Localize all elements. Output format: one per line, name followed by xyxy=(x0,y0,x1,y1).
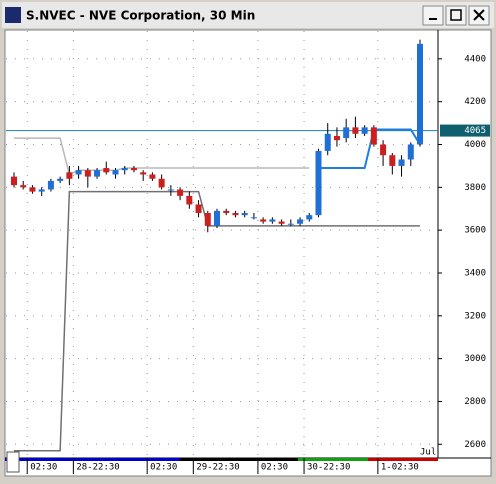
candle-body xyxy=(223,210,230,214)
candle-body xyxy=(241,213,248,216)
maximize-icon xyxy=(450,9,462,21)
chart-area xyxy=(4,29,492,477)
candle-body xyxy=(94,170,101,177)
candle-body xyxy=(398,159,405,166)
app-icon xyxy=(5,7,21,23)
y-tick-label: 3400 xyxy=(464,268,486,278)
scroll-box[interactable] xyxy=(6,451,20,473)
last-price-box xyxy=(440,124,490,137)
candle-body xyxy=(11,176,17,186)
candle-body xyxy=(370,127,377,145)
x-tick-label: 28-22:30 xyxy=(76,463,119,473)
x-tick-label: 02:30 xyxy=(30,463,57,473)
plot: 2600 2800 3000 3200 3400 3600 3800 4000 4200 4400… xyxy=(6,31,490,474)
time-strip xyxy=(180,458,298,461)
candle-body xyxy=(389,155,396,166)
y-tick-label: 4400 xyxy=(464,54,486,64)
candle-body xyxy=(140,172,147,175)
candle-body xyxy=(214,210,220,226)
candle-body xyxy=(149,174,156,179)
candle-body xyxy=(407,144,414,160)
indicator-line xyxy=(14,137,310,176)
y-tick-label: 2800 xyxy=(464,397,486,407)
x-tick-label: 02:30 xyxy=(150,463,177,473)
candle-body xyxy=(352,127,359,134)
minimize-icon xyxy=(429,18,437,20)
month-label: Jul xyxy=(420,448,436,458)
x-tick-label: 30-22:30 xyxy=(307,463,350,473)
y-tick-label: 4200 xyxy=(464,97,486,107)
candle-body xyxy=(57,178,64,181)
time-strip xyxy=(368,458,438,461)
candle-body xyxy=(232,213,239,216)
candle-body xyxy=(297,219,304,224)
candle-body xyxy=(158,178,165,188)
candle-body xyxy=(29,187,36,192)
candle-body xyxy=(361,127,368,134)
candle-body xyxy=(167,189,174,191)
candle-body xyxy=(287,223,294,225)
candle-body xyxy=(324,133,331,151)
x-tick-label: 29-22:30 xyxy=(196,463,239,473)
indicator-line xyxy=(318,128,421,170)
time-strip xyxy=(5,458,180,461)
candle-body xyxy=(130,168,137,171)
y-tick-label: 3000 xyxy=(464,354,486,364)
candle-body xyxy=(66,172,73,179)
close-icon xyxy=(473,9,485,21)
candle-body xyxy=(195,204,202,214)
candle-body xyxy=(260,219,267,222)
minimize-button[interactable] xyxy=(422,5,444,26)
window-title: S.NVEC - NVE Corporation, 30 Min xyxy=(26,9,255,23)
last-price-label: 4065 xyxy=(464,126,486,136)
candle-body xyxy=(75,170,82,175)
y-tick-label: 4000 xyxy=(464,140,486,150)
x-tick-label: 1-02:30 xyxy=(381,463,419,473)
candle-body xyxy=(177,189,184,196)
candle-body xyxy=(380,144,387,156)
candle-body xyxy=(38,189,45,192)
time-strip xyxy=(298,458,368,461)
candle-body xyxy=(84,170,91,177)
candle-body xyxy=(121,168,128,171)
y-tick-label: 3200 xyxy=(464,311,486,321)
candle-body xyxy=(278,221,285,224)
candle-body xyxy=(47,180,54,190)
candle-body xyxy=(186,195,193,205)
candle-body xyxy=(306,215,313,220)
candle-body xyxy=(269,219,276,222)
y-tick-label: 3600 xyxy=(464,226,486,236)
y-tick-label: 2600 xyxy=(464,440,486,450)
candle-body xyxy=(333,135,340,141)
candle-body xyxy=(343,127,350,139)
title-bar xyxy=(2,2,494,28)
candle-body xyxy=(417,43,423,145)
candle-body xyxy=(204,213,211,226)
x-tick-label: 02:30 xyxy=(261,463,288,473)
candle-body xyxy=(250,217,257,219)
maximize-button[interactable] xyxy=(445,5,467,26)
candle-body xyxy=(112,170,119,175)
candle-body xyxy=(103,168,110,173)
candle-body xyxy=(20,185,27,188)
candle-body xyxy=(315,150,322,216)
y-tick-label: 3800 xyxy=(464,183,486,193)
